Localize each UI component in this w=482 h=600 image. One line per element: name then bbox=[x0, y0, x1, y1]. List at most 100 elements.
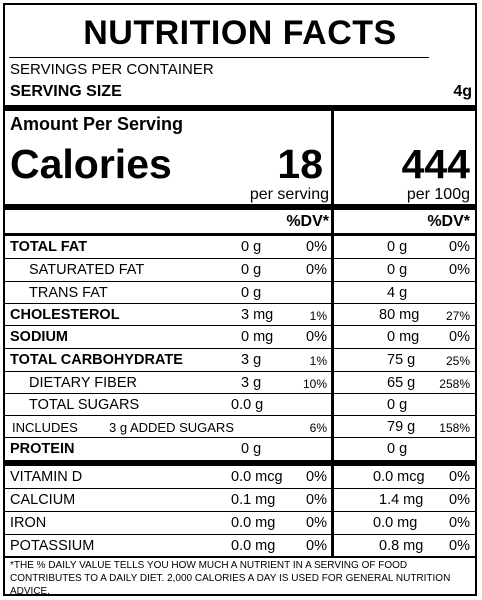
serving-amount: 0.0 mcg bbox=[231, 470, 283, 485]
serving-amount: 0.0 mg bbox=[231, 538, 276, 554]
serving-amount: 3 mg bbox=[241, 307, 274, 323]
serving-size-value: 4g bbox=[453, 83, 472, 100]
nutrient-row: TOTAL CARBOHYDRATE 3 g 1% 75 g 25% bbox=[5, 349, 475, 371]
nutrient-name: PROTEIN bbox=[10, 441, 75, 457]
row-divider bbox=[5, 348, 475, 349]
serving-dv: 0% bbox=[306, 492, 327, 508]
row-divider bbox=[5, 511, 475, 512]
calories-label: Calories bbox=[10, 141, 172, 187]
serving-dv: 0% bbox=[306, 239, 327, 255]
per-100g-dv: 0% bbox=[449, 329, 470, 345]
per-100g-amount: 0.0 mg bbox=[373, 515, 418, 531]
per-100g-dv: 0% bbox=[449, 469, 470, 485]
micronutrient-row: POTASSIUM 0.0 mg 0% 0.8 mg 0% bbox=[5, 535, 475, 557]
nutrient-row: TOTAL FAT 0 g 0% 0 g 0% bbox=[5, 236, 475, 258]
row-divider bbox=[5, 393, 475, 394]
nutrient-name: TOTAL CARBOHYDRATE bbox=[10, 352, 183, 368]
nutrient-row: SATURATED FAT 0 g 0% 0 g 0% bbox=[5, 259, 475, 281]
per-100g-amount: 0.0 mcg bbox=[373, 469, 425, 485]
nutrient-name: CALCIUM bbox=[10, 492, 76, 508]
serving-amount: 0 g bbox=[241, 239, 262, 255]
nutrient-row: TOTAL SUGARS 0.0 g 0 g bbox=[5, 394, 475, 416]
serving-size-label: SERVING SIZE bbox=[10, 83, 122, 100]
serving-dv: 0% bbox=[306, 469, 327, 485]
micronutrient-row: IRON 0.0 mg 0% 0.0 mg 0% bbox=[5, 512, 475, 534]
footnote: *THE % DAILY VALUE TELLS YOU HOW MUCH A … bbox=[10, 560, 451, 597]
serving-amount: 0 g bbox=[241, 285, 262, 301]
per-100g-amount: 0 g bbox=[387, 239, 408, 255]
per-100g-amount: 0 mg bbox=[387, 329, 420, 345]
amount-per-serving-label: Amount Per Serving bbox=[10, 114, 184, 134]
serving-dv: 1% bbox=[309, 309, 327, 323]
row-divider bbox=[5, 371, 475, 372]
nutrient-name: POTASSIUM bbox=[10, 538, 95, 554]
per-100g-amount: 4 g bbox=[387, 285, 408, 301]
nutrient-name: DIETARY FIBER bbox=[29, 375, 137, 391]
row-divider bbox=[5, 258, 475, 259]
serving-amount: 0.1 mg bbox=[231, 492, 276, 508]
serving-amount: 0 g bbox=[241, 262, 262, 278]
nutrient-name: VITAMIN D bbox=[10, 469, 83, 485]
thick-divider-mid bbox=[5, 204, 475, 210]
thick-divider-top bbox=[5, 105, 475, 111]
per-100g-amount: 80 mg bbox=[379, 307, 420, 323]
serving-dv: 0% bbox=[306, 515, 327, 531]
serving-dv: 0% bbox=[306, 262, 327, 278]
per-100g-dv: 0% bbox=[449, 538, 470, 554]
nutrient-name: TOTAL SUGARS bbox=[29, 397, 140, 413]
serving-dv: 10% bbox=[302, 377, 327, 391]
serving-amount: 3 g bbox=[241, 375, 262, 391]
serving-amount: 0 mg bbox=[241, 329, 274, 345]
per-100g-amount: 0 g bbox=[387, 262, 408, 278]
per-100g-dv: 0% bbox=[449, 492, 470, 508]
nutrient-row: PROTEIN 0 g 0 g bbox=[5, 438, 475, 460]
micronutrient-row: CALCIUM 0.1 mg 0% 1.4 mg 0% bbox=[5, 489, 475, 511]
nutrient-row: TRANS FAT 0 g 4 g bbox=[5, 282, 475, 304]
nutrient-row: INCLUDES 3 g ADDED SUGARS 6% 79 g 158% bbox=[5, 416, 475, 438]
per-100g-amount: 75 g bbox=[387, 352, 416, 368]
nutrient-name: INCLUDES bbox=[12, 420, 78, 435]
serving-amount: 3 g bbox=[241, 352, 262, 368]
serving-dv: 0% bbox=[306, 538, 327, 554]
header-divider bbox=[5, 233, 475, 236]
nutrient-name: SODIUM bbox=[10, 329, 68, 345]
nutrient-name: IRON bbox=[10, 515, 47, 531]
per-100g-dv: 25% bbox=[445, 354, 470, 368]
nutrient-row: SODIUM 0 mg 0% 0 mg 0% bbox=[5, 326, 475, 348]
serving-dv: 1% bbox=[309, 354, 327, 368]
row-divider bbox=[5, 534, 475, 535]
serving-amount: 3 g ADDED SUGARS bbox=[109, 420, 234, 435]
nutrient-row: DIETARY FIBER 3 g 10% 65 g 258% bbox=[5, 372, 475, 394]
per-100g-label: per 100g bbox=[406, 186, 470, 203]
row-divider bbox=[5, 415, 475, 416]
per-100g-dv: 258% bbox=[439, 377, 470, 391]
dv-header-serving: %DV* bbox=[286, 213, 329, 230]
micronutrient-row: VITAMIN D 0.0 mcg 0% 0.0 mcg 0% bbox=[5, 466, 475, 488]
per-100g-dv: 0% bbox=[449, 239, 470, 255]
title-divider bbox=[9, 57, 429, 58]
column-divider bbox=[331, 105, 334, 556]
nutrient-name: CHOLESTEROL bbox=[10, 307, 120, 323]
calories-per-100g: 444 bbox=[401, 141, 470, 187]
label-title: NUTRITION FACTS bbox=[83, 14, 397, 52]
per-100g-amount: 0.8 mg bbox=[379, 538, 424, 554]
per-100g-amount: 79 g bbox=[387, 419, 416, 435]
calories-per-serving: 18 bbox=[277, 141, 323, 187]
nutrient-name: TOTAL FAT bbox=[10, 239, 88, 255]
per-100g-amount: 1.4 mg bbox=[379, 492, 424, 508]
per-100g-dv: 158% bbox=[439, 421, 470, 435]
serving-dv: 6% bbox=[309, 421, 327, 435]
row-divider bbox=[5, 281, 475, 282]
row-divider bbox=[5, 303, 475, 304]
dv-header-100g: %DV* bbox=[427, 213, 470, 230]
servings-per-container-label: SERVINGS PER CONTAINER bbox=[10, 61, 214, 78]
footnote-divider bbox=[5, 556, 475, 558]
per-100g-amount: 65 g bbox=[387, 375, 416, 391]
nutrient-row: CHOLESTEROL 3 mg 1% 80 mg 27% bbox=[5, 304, 475, 326]
serving-dv: 0% bbox=[306, 329, 327, 345]
row-divider bbox=[5, 437, 475, 438]
per-100g-dv: 0% bbox=[449, 262, 470, 278]
nutrient-name: SATURATED FAT bbox=[29, 262, 145, 278]
row-divider bbox=[5, 488, 475, 489]
serving-amount: 0.0 mg bbox=[231, 515, 276, 531]
